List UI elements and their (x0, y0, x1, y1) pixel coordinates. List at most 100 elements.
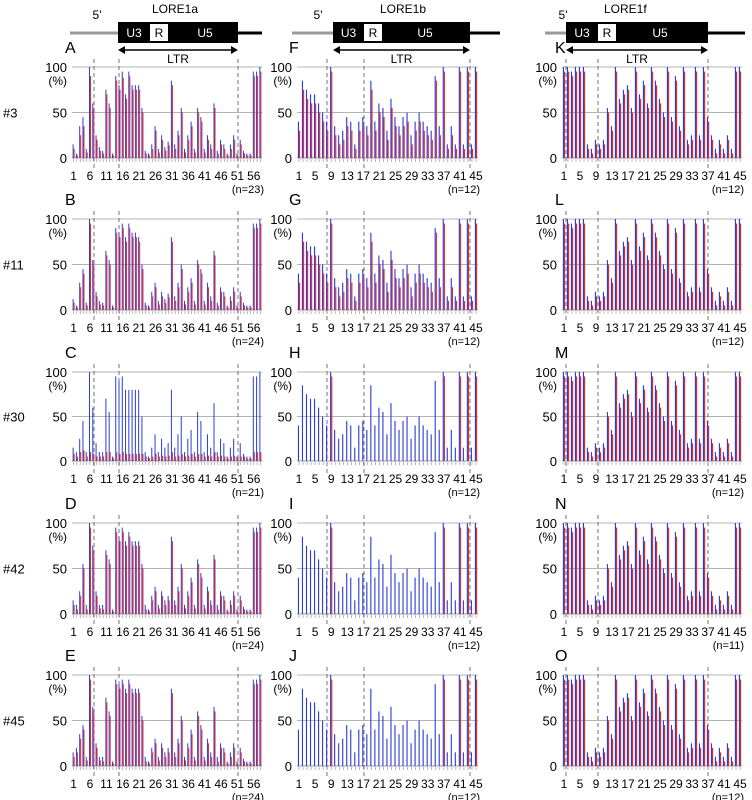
bar-cg (362, 117, 364, 158)
bar-cg (206, 135, 208, 158)
x-tick-label: 51 (231, 472, 245, 486)
bar-cg (210, 752, 212, 766)
panel-letter: B (65, 192, 76, 209)
bar-cg (252, 376, 254, 461)
bar-chg (415, 282, 417, 310)
bar-cg (313, 94, 316, 158)
bar-cg (730, 756, 732, 766)
sample-size-label: (n=21) (232, 487, 264, 499)
bar-cg (410, 438, 412, 461)
bar-cg (342, 434, 344, 461)
bar-chg (712, 443, 714, 461)
bar-cg (694, 67, 696, 158)
bar-chg (243, 761, 245, 766)
bar-cg (167, 293, 169, 310)
bar-chg (148, 458, 150, 461)
bar-cg (686, 139, 688, 158)
bar-chg (588, 148, 590, 158)
bar-chg (319, 112, 321, 158)
x-tick-label: 1 (296, 169, 303, 183)
bar-chg (80, 135, 82, 158)
bar-chg (696, 679, 698, 766)
bar-chg (471, 148, 474, 158)
bar-cg (203, 300, 205, 310)
bar-cg (246, 153, 248, 158)
bar-chg (664, 573, 666, 614)
bar-chg (656, 237, 658, 310)
bar-cg (406, 720, 408, 766)
bar-cg (726, 287, 728, 310)
bar-cg (197, 107, 199, 158)
bar-cg (131, 389, 133, 461)
bar-cg (216, 756, 218, 766)
bar-chg (142, 453, 144, 461)
bar-chg (303, 241, 305, 310)
x-tick-label: 17 (621, 625, 635, 639)
bar-chg (299, 130, 301, 158)
bar-chg (243, 305, 245, 310)
bar-cg (138, 541, 140, 614)
x-tick-label: 1 (561, 472, 568, 486)
bar-chg (672, 273, 674, 310)
bar-chg (736, 71, 738, 158)
bar-cg (309, 94, 312, 158)
bar-cg (598, 144, 600, 158)
bar-cg (180, 264, 182, 310)
bar-cg (105, 89, 107, 158)
bar-chg (240, 752, 242, 766)
bar-chg (712, 595, 714, 614)
bar-cg (141, 416, 143, 461)
bar-cg (157, 300, 159, 310)
bar-cg (226, 609, 228, 614)
bar-chg (335, 287, 337, 310)
bar-chg (431, 291, 433, 310)
bar-cg (229, 600, 231, 614)
x-tick-label: 6 (87, 777, 94, 791)
bar-cg (134, 541, 136, 614)
bar-chg (145, 305, 147, 310)
bar-chg (459, 71, 462, 158)
bar-cg (141, 107, 143, 158)
bar-chg (387, 291, 389, 310)
y-tick-label: 0 (60, 151, 67, 166)
bar-chg (576, 679, 578, 766)
bar-cg (102, 452, 104, 461)
bar-cg (121, 223, 123, 310)
x-tick-label: 1 (70, 777, 77, 791)
bar-cg (574, 523, 576, 614)
bar-chg (572, 380, 574, 461)
bar-cg (95, 591, 97, 614)
bar-cg (734, 219, 736, 310)
bar-chg (572, 532, 574, 614)
bar-chg (93, 453, 95, 461)
bar-cg (239, 443, 241, 461)
bar-cg (474, 67, 476, 158)
bar-chg (247, 307, 249, 310)
bar-cg (594, 595, 596, 614)
bar-chg (165, 456, 167, 461)
bar-chg (632, 416, 634, 461)
bar-chg (96, 747, 98, 766)
bar-cg (180, 563, 182, 614)
bar-cg (398, 429, 400, 461)
bar-chg (83, 450, 85, 461)
bar-chg (636, 527, 638, 614)
bar-chg (171, 693, 173, 766)
x-tick-label: 1 (70, 625, 77, 639)
bar-cg (462, 144, 464, 158)
bar-chg (106, 702, 108, 766)
bar-chg (467, 376, 470, 461)
bar-chg (632, 112, 634, 158)
bar-chg (155, 130, 157, 158)
bar-chg (323, 121, 325, 158)
bar-chg (106, 94, 108, 158)
bar-chg (211, 604, 213, 614)
bar-cg (666, 219, 668, 310)
bar-chg (240, 456, 242, 461)
bar-cg (474, 219, 476, 310)
bar-cg (370, 688, 372, 766)
x-tick-label: 21 (637, 625, 651, 639)
bar-chg (580, 71, 582, 158)
bar-chg (375, 282, 377, 310)
x-tick-label: 33 (421, 321, 435, 335)
